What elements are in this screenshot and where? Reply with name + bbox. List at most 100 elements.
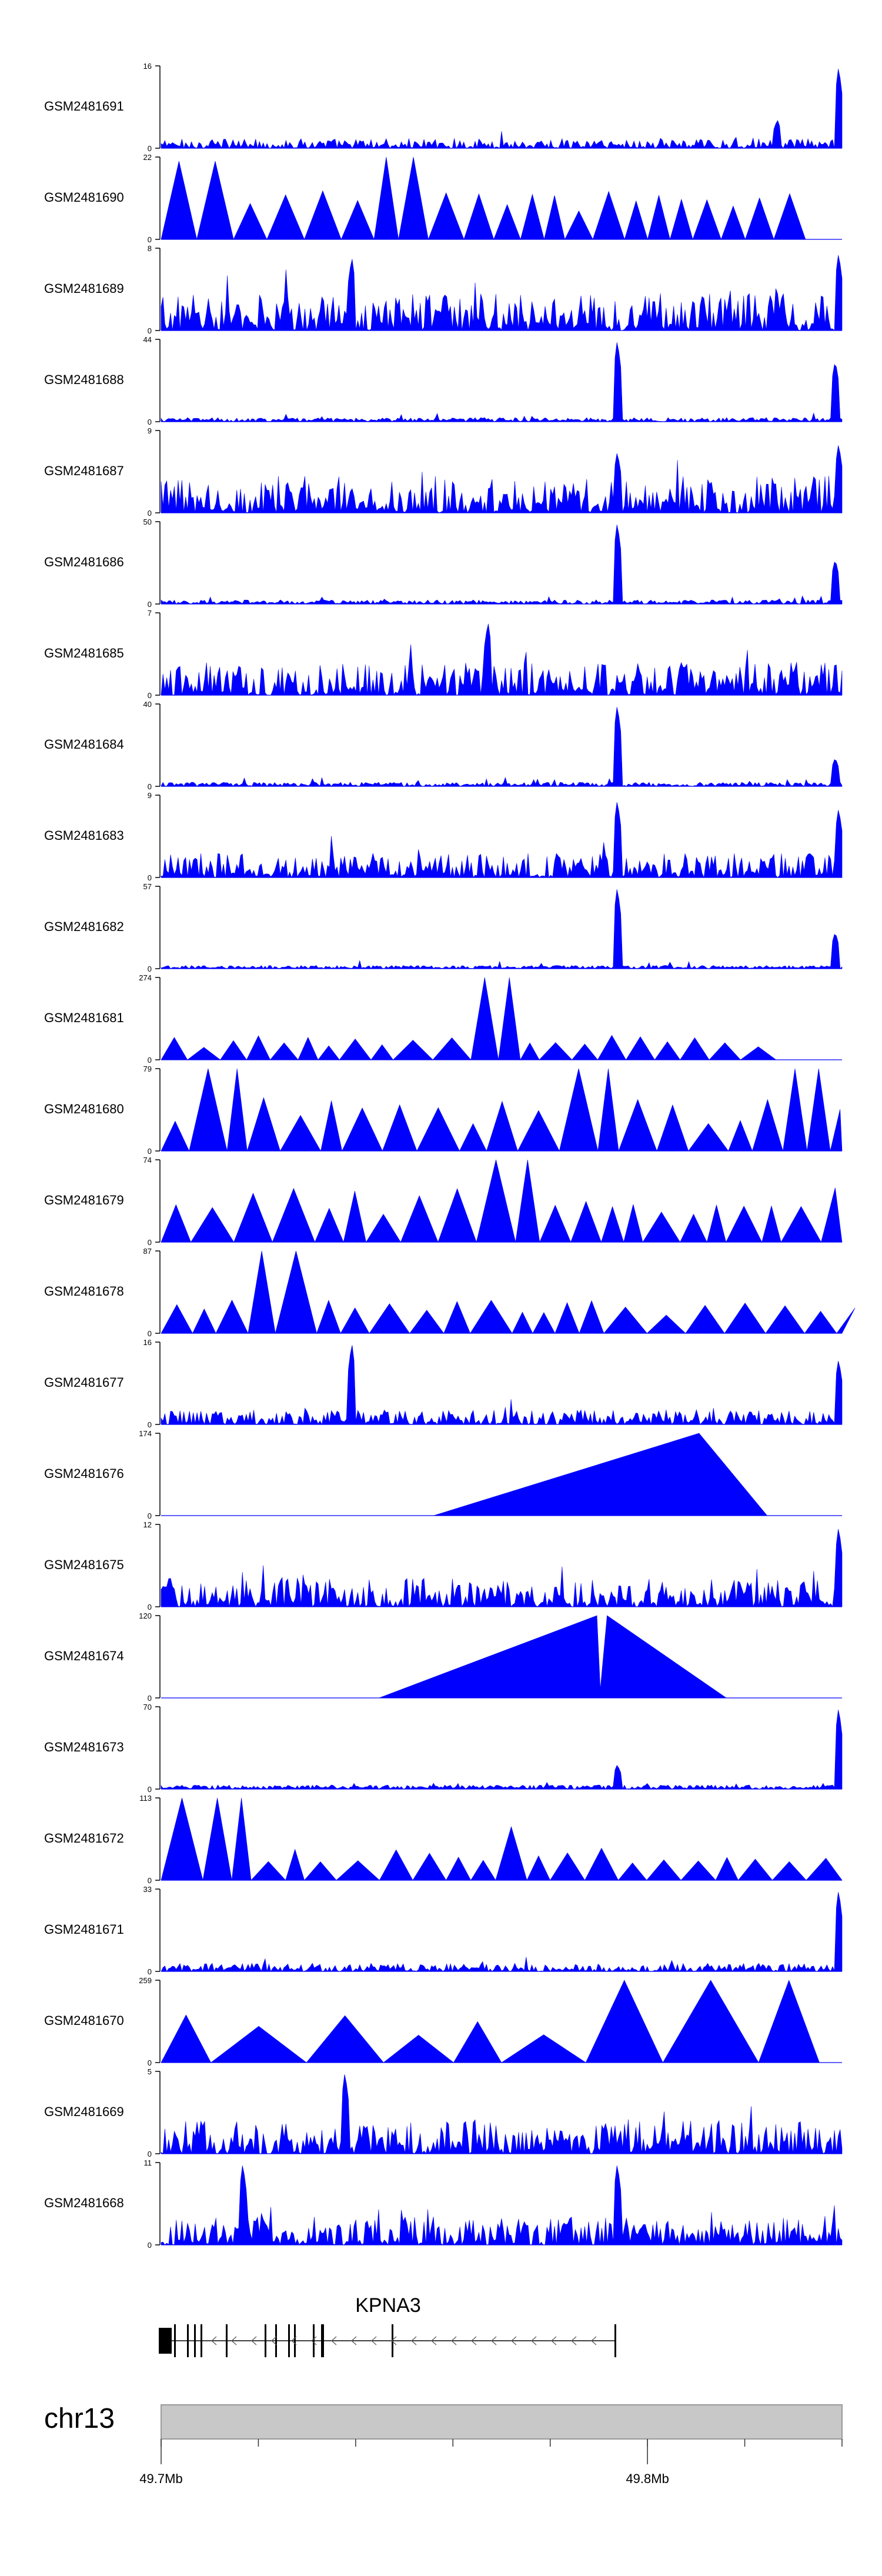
y-axis-max-label: 74 [143, 1156, 152, 1164]
track-label: GSM2481680 [44, 1102, 124, 1116]
signal-area [161, 1710, 843, 1790]
strand-arrow-icon [411, 2336, 417, 2345]
track-GSM2481685: GSM2481685 7 0 [44, 609, 843, 700]
y-axis-max-label: 5 [148, 2067, 152, 2076]
strand-arrow-icon [491, 2336, 497, 2345]
y-axis-max-label: 50 [143, 518, 152, 526]
track-label: GSM2481677 [44, 1375, 124, 1390]
signal-area [161, 1980, 842, 2063]
signal-area [161, 977, 842, 1060]
signal-area [161, 445, 843, 513]
signal-area [161, 707, 843, 787]
y-axis-min-label: 0 [148, 1329, 152, 1338]
signal-area [161, 2165, 843, 2245]
signal-area [433, 1433, 768, 1516]
y-axis-min-label: 0 [148, 2150, 152, 2158]
y-axis-min-label: 0 [148, 235, 152, 244]
x-tick-label: 49.7Mb [139, 2471, 182, 2486]
signal-area [161, 1159, 843, 1243]
y-axis-max-label: 16 [143, 1338, 152, 1347]
y-axis-max-label: 79 [143, 1065, 152, 1073]
signal-area [161, 623, 843, 696]
y-axis-max-label: 120 [139, 1611, 152, 1620]
strand-arrow-icon [251, 2336, 257, 2345]
strand-arrow-icon [331, 2336, 337, 2345]
gene-exon [194, 2324, 196, 2357]
strand-arrow-icon [451, 2336, 457, 2345]
track-GSM2481677: GSM2481677 16 0 [44, 1338, 843, 1429]
y-axis-max-label: 9 [148, 426, 152, 435]
gene-exon [174, 2324, 176, 2357]
signal-area [161, 889, 843, 969]
signal-area [161, 156, 842, 241]
y-axis-min-label: 0 [148, 1420, 152, 1429]
track-label: GSM2481676 [44, 1466, 124, 1481]
strand-arrow-icon [591, 2336, 597, 2345]
y-axis-min-label: 0 [148, 1147, 152, 1156]
gene-exon [187, 2324, 189, 2357]
signal-area [161, 1892, 843, 1973]
y-axis-max-label: 33 [143, 1885, 152, 1894]
track-GSM2481676: GSM2481676 174 0 [44, 1429, 842, 1520]
signal-area [379, 1615, 727, 1699]
signal-area [161, 2074, 843, 2154]
strand-arrow-icon [271, 2336, 277, 2345]
y-axis-min-label: 0 [148, 965, 152, 973]
strand-arrow-icon [511, 2336, 517, 2345]
track-label: GSM2481675 [44, 1557, 124, 1572]
signal-area [161, 255, 843, 331]
signal-area [161, 802, 843, 879]
gene-exon [614, 2324, 616, 2357]
gene-exon [201, 2324, 202, 2357]
y-axis-max-label: 7 [148, 609, 152, 618]
track-label: GSM2481681 [44, 1010, 124, 1025]
track-GSM2481675: GSM2481675 12 0 [44, 1520, 843, 1611]
gene-model [159, 2324, 616, 2357]
y-axis-min-label: 0 [148, 782, 152, 791]
track-label: GSM2481690 [44, 190, 124, 205]
y-axis-min-label: 0 [148, 600, 152, 609]
y-axis-max-label: 57 [143, 882, 152, 891]
track-GSM2481681: GSM2481681 274 0 [44, 973, 842, 1065]
signal-area [161, 1529, 843, 1607]
track-GSM2481687: GSM2481687 9 0 [44, 426, 843, 518]
track-label: GSM2481684 [44, 737, 124, 752]
genomic-x-axis: 49.7Mb 49.8Mb [139, 2439, 843, 2486]
y-axis-min-label: 0 [148, 1694, 152, 1703]
track-label: GSM2481679 [44, 1193, 124, 1207]
y-axis-max-label: 22 [143, 153, 152, 162]
chromosome-label: chr13 [44, 2403, 115, 2434]
track-label: GSM2481669 [44, 2104, 124, 2119]
track-label: GSM2481682 [44, 919, 124, 934]
gene-exon [313, 2324, 315, 2357]
track-GSM2481690: GSM2481690 22 0 [44, 153, 842, 244]
y-axis-min-label: 0 [148, 1056, 152, 1065]
track-label: GSM2481670 [44, 2013, 124, 2028]
track-GSM2481683: GSM2481683 9 0 [44, 791, 843, 882]
strand-arrow-icon [471, 2336, 477, 2345]
y-axis-max-label: 113 [139, 1794, 152, 1803]
signal-area [161, 1345, 843, 1425]
track-GSM2481691: GSM2481691 16 0 [44, 62, 843, 153]
y-axis-min-label: 0 [148, 1238, 152, 1247]
gene-annotation-track: KPNA3 [159, 2294, 616, 2357]
track-GSM2481686: GSM2481686 50 0 [44, 518, 843, 609]
gene-exon [288, 2324, 290, 2357]
track-GSM2481680: GSM2481680 79 0 [44, 1065, 843, 1156]
signal-area [161, 69, 843, 149]
y-axis-min-label: 0 [148, 873, 152, 882]
y-axis-min-label: 0 [148, 2058, 152, 2067]
track-label: GSM2481671 [44, 1922, 124, 1937]
track-label: GSM2481689 [44, 281, 124, 296]
strand-arrow-icon [231, 2336, 237, 2345]
y-axis-max-label: 9 [148, 791, 152, 800]
strand-arrow-icon [391, 2336, 397, 2345]
strand-arrow-icon [211, 2336, 217, 2345]
track-GSM2481673: GSM2481673 70 0 [44, 1703, 843, 1794]
track-GSM2481674: GSM2481674 120 0 [44, 1611, 842, 1703]
y-axis-min-label: 0 [148, 1785, 152, 1794]
y-axis-max-label: 70 [143, 1703, 152, 1711]
strand-arrow-icon [291, 2336, 297, 2345]
y-axis-min-label: 0 [148, 691, 152, 700]
